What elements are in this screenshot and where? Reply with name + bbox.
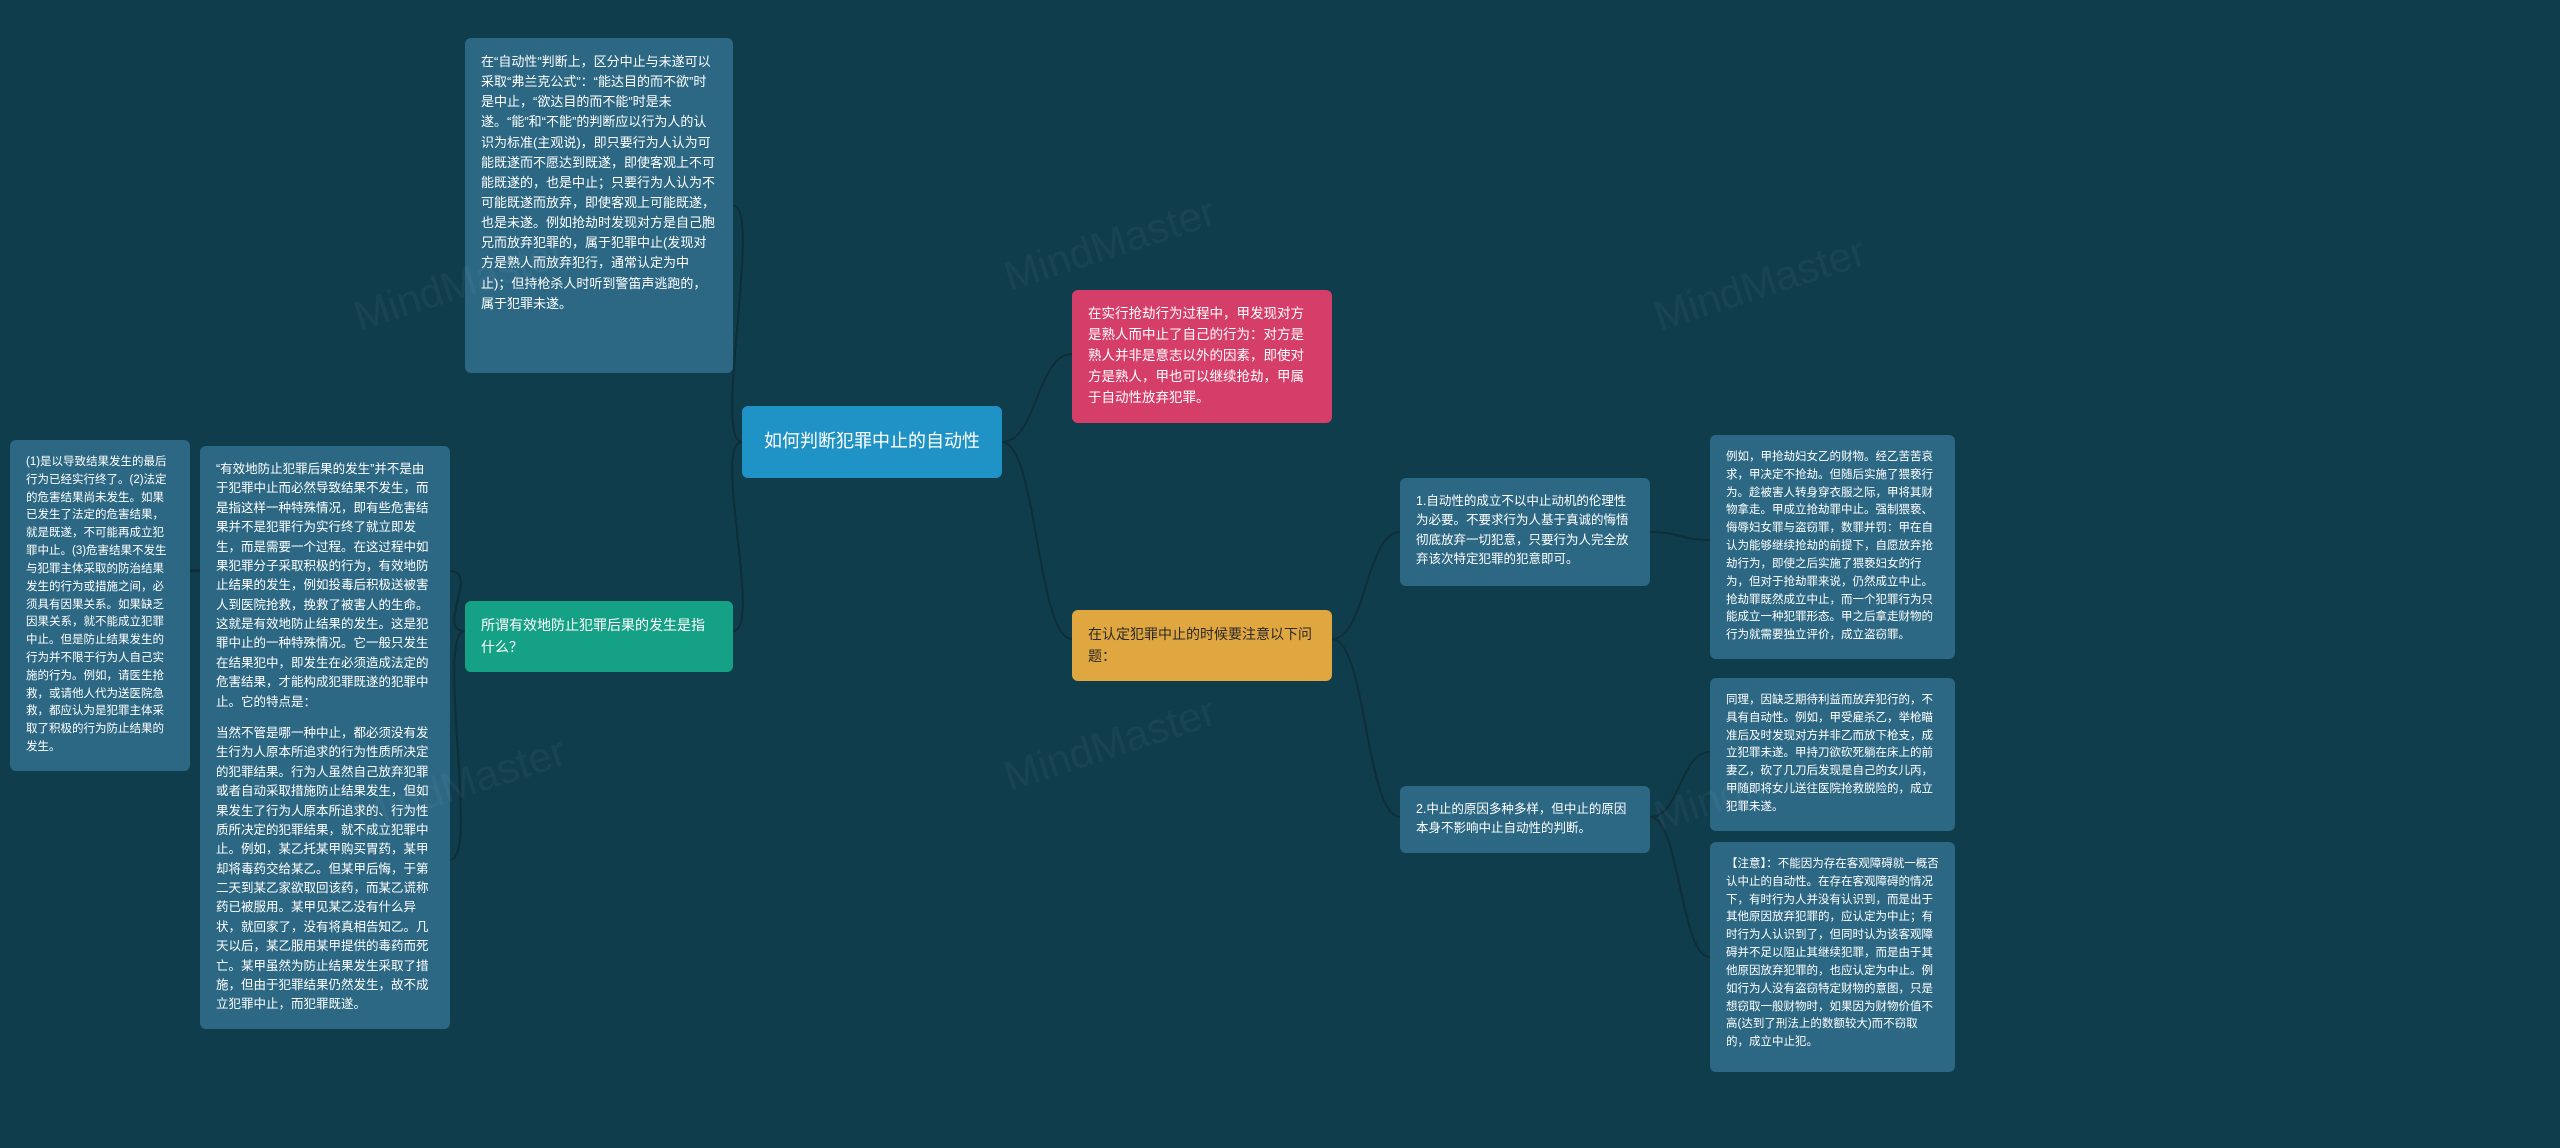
watermark: MindMaster xyxy=(998,187,1222,300)
edge-root-frank xyxy=(732,206,743,443)
node-ex3: 【注意】：不能因为存在客观障碍就一概否认中止的自动性。在存在客观障碍的情况下，有… xyxy=(1710,842,1955,1072)
node-ex1: 例如，甲抢劫妇女乙的财物。经乙苦苦哀求，甲决定不抢劫。但随后实施了猥亵行为。趁被… xyxy=(1710,435,1955,659)
watermark: MindMaster xyxy=(1648,227,1872,340)
edge-issue2-ex3 xyxy=(1650,817,1710,957)
edge-issue2-ex2 xyxy=(1650,752,1710,817)
edge-root-issues xyxy=(1002,442,1072,639)
node-ex2: 同理，因缺乏期待利益而放弃犯行的，不具有自动性。例如，甲受雇杀乙，举枪瞄准后及时… xyxy=(1710,678,1955,831)
edge-prevent_a1-prevent_a1_sub xyxy=(190,570,200,571)
watermark: MindMaster xyxy=(998,687,1222,800)
edge-issues-issue2 xyxy=(1332,639,1400,817)
node-root: 如何判断犯罪中止的自动性 xyxy=(742,406,1002,478)
edge-prevent_q-prevent_a2 xyxy=(450,631,465,860)
node-prevent_a1_sub: (1)是以导致结果发生的最后行为已经实行终了。(2)法定的危害结果尚未发生。如果… xyxy=(10,440,190,771)
edge-issue1-ex1 xyxy=(1650,532,1710,540)
node-issue1: 1.自动性的成立不以中止动机的伦理性为必要。不要求行为人基于真诚的悔悟彻底放弃一… xyxy=(1400,478,1650,586)
edge-prevent_q-prevent_a1 xyxy=(450,571,465,631)
edge-issues-issue1 xyxy=(1332,532,1400,639)
node-issue2: 2.中止的原因多种多样，但中止的原因本身不影响中止自动性的判断。 xyxy=(1400,786,1650,853)
edge-root-robbery xyxy=(1002,354,1072,442)
node-prevent_q: 所谓有效地防止犯罪后果的发生是指什么？ xyxy=(465,601,733,672)
node-issues: 在认定犯罪中止的时候要注意以下问题： xyxy=(1072,610,1332,681)
node-robbery: 在实行抢劫行为过程中，甲发现对方是熟人而中止了自己的行为：对方是熟人并非是意志以… xyxy=(1072,290,1332,423)
node-prevent_a2: 当然不管是哪一种中止，都必须没有发生行为人原本所追求的行为性质所决定的犯罪结果。… xyxy=(200,710,450,1029)
node-frank: 在“自动性”判断上，区分中止与未遂可以采取“弗兰克公式”：“能达目的而不欲”时是… xyxy=(465,38,733,373)
node-prevent_a1: “有效地防止犯罪后果的发生”并不是由于犯罪中止而必然导致结果不发生，而是指这样一… xyxy=(200,446,450,726)
